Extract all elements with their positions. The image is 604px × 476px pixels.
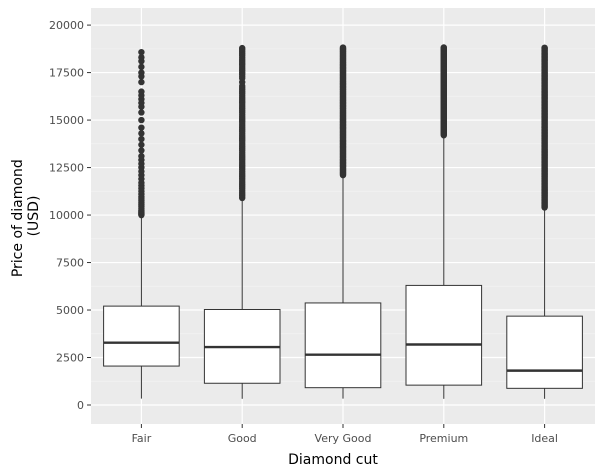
outlier-point — [138, 152, 145, 160]
outlier-point — [138, 116, 145, 124]
x-tick-label: Ideal — [531, 432, 558, 445]
box-fair — [103, 48, 180, 399]
x-tick-label: Good — [228, 432, 257, 445]
outlier-point — [138, 88, 145, 95]
y-tick-label: 20000 — [49, 19, 84, 32]
outlier-point — [138, 130, 145, 137]
y-tick-label: 10000 — [49, 209, 84, 222]
outlier-point — [339, 44, 347, 51]
outlier-point — [138, 135, 145, 143]
outlier-point — [541, 44, 548, 51]
box-good — [203, 44, 281, 399]
iqr-box — [506, 315, 583, 389]
iqr-box — [405, 284, 483, 386]
box-ideal — [506, 44, 583, 399]
outlier-point — [138, 54, 145, 61]
y-tick-label: 0 — [77, 399, 84, 412]
y-axis-title-line-2: (USD) — [26, 196, 42, 237]
y-tick-label: 17500 — [49, 67, 84, 80]
outlier-point — [138, 78, 145, 86]
y-tick-label: 12500 — [49, 162, 84, 175]
iqr-box — [304, 302, 382, 389]
y-axis-title: Price of diamond (USD) — [10, 155, 42, 277]
iqr-box — [103, 305, 180, 367]
box-very-good — [304, 44, 382, 399]
y-tick-label: 2500 — [56, 352, 84, 365]
outlier-point — [138, 147, 145, 154]
x-tick-label: Fair — [132, 432, 152, 445]
outlier-point — [138, 124, 145, 131]
outlier-point — [138, 48, 145, 56]
y-tick-label: 15000 — [49, 114, 84, 127]
outlier-point — [239, 44, 246, 52]
outlier-point — [440, 44, 447, 51]
outlier-point — [138, 109, 145, 116]
y-tick-label: 7500 — [56, 257, 84, 270]
y-tick-label: 5000 — [56, 304, 84, 317]
x-tick-label: Premium — [419, 432, 468, 445]
outlier-point — [138, 69, 145, 76]
outlier-point — [138, 63, 145, 71]
y-axis-ticks: 0 2500 5000 7500 10000 12500 15000 17500 20000 — [49, 19, 91, 412]
y-axis-title-line-1: Price of diamond — [10, 159, 26, 277]
x-axis-title: Diamond cut — [288, 452, 378, 468]
x-tick-label: Very Good — [315, 432, 372, 445]
outlier-point — [138, 141, 145, 148]
box-premium — [405, 44, 483, 399]
x-axis-ticks: Fair Good Very Good Premium Ideal — [132, 424, 558, 445]
box-layer — [103, 44, 583, 399]
